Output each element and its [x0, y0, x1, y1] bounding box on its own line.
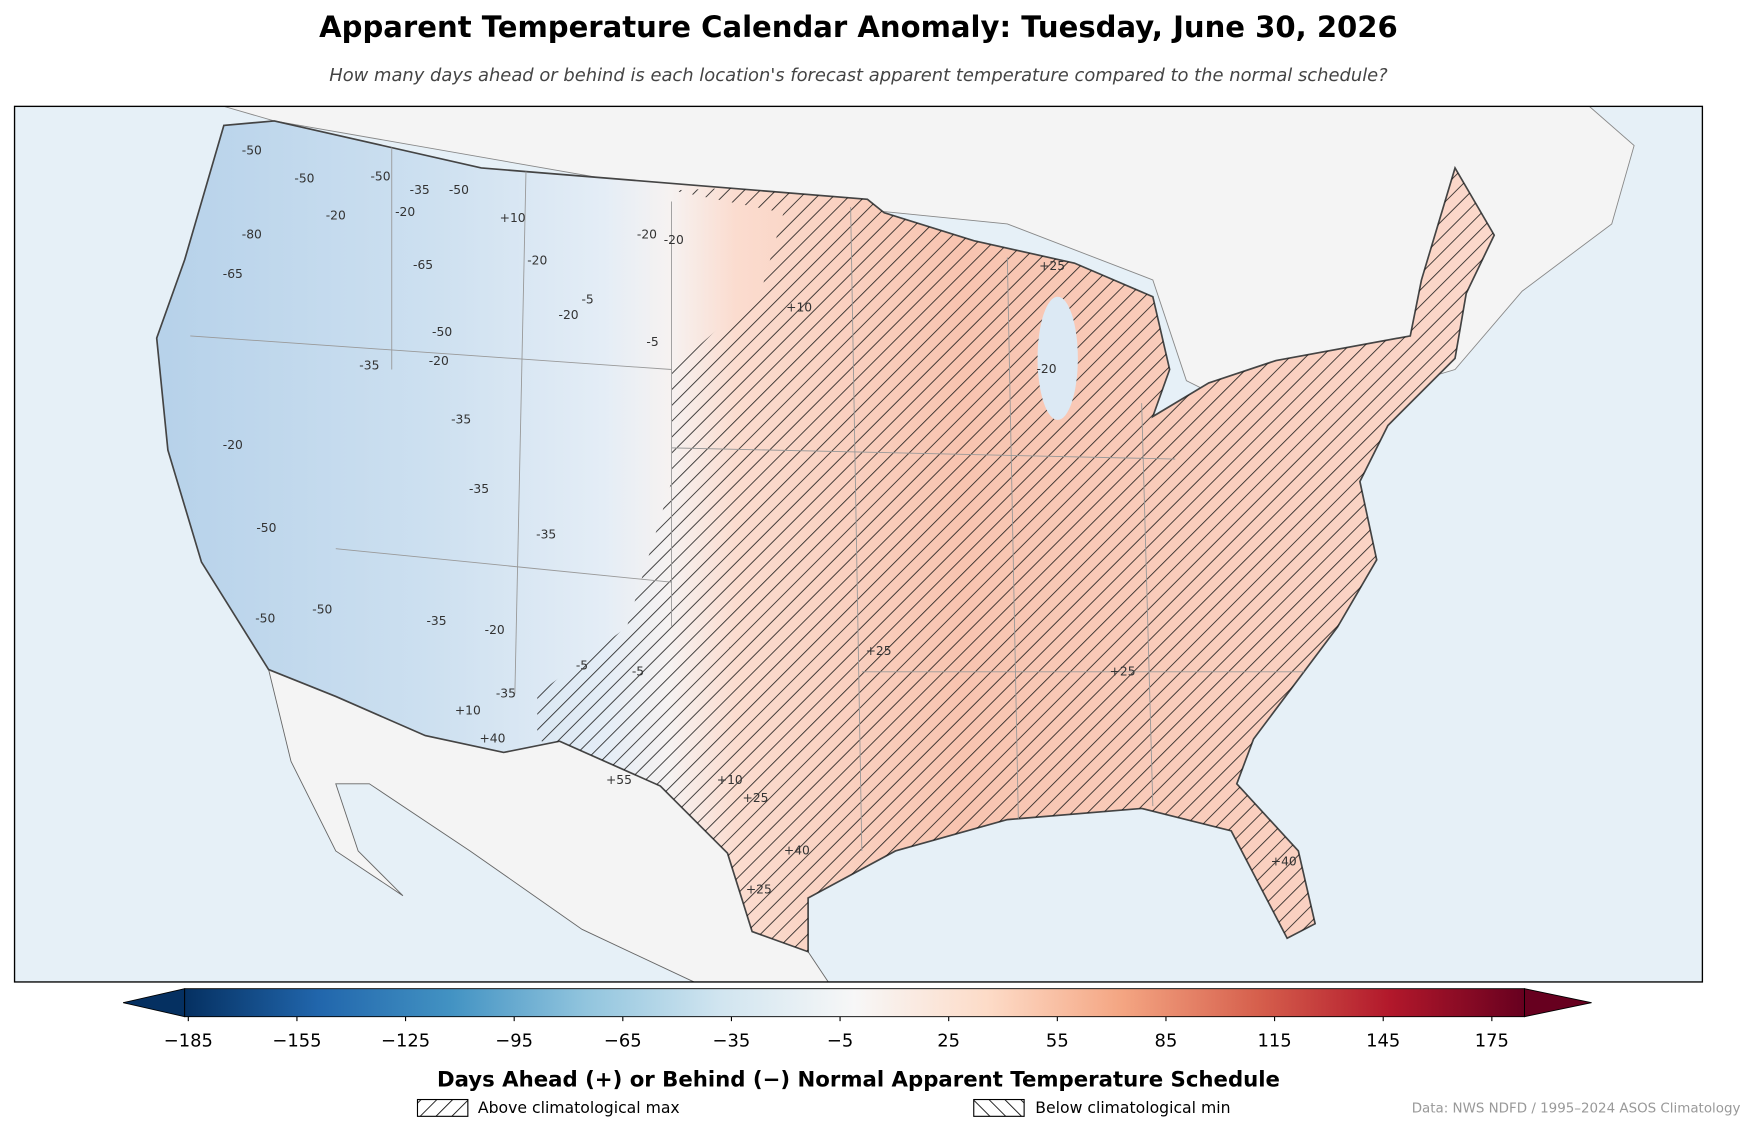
contour-label: -35 [536, 528, 556, 542]
contour-label: -50 [255, 612, 275, 626]
contour-label: +25 [1110, 664, 1136, 678]
source: Data: NWS NDFD / 1995–2024 ASOS Climatol… [1412, 1101, 1741, 1116]
title: Apparent Temperature Calendar Anomaly: T… [319, 10, 1398, 44]
contour-label: -50 [432, 325, 452, 339]
contour-label: +10 [717, 773, 743, 787]
colorbar-tick-label: −155 [272, 1030, 321, 1051]
contour-label: -20 [429, 354, 449, 368]
colorbar-tick-label: −185 [164, 1030, 213, 1051]
legend-label: Above climatological max [478, 1098, 680, 1117]
contour-label: -50 [312, 603, 332, 617]
contour-label: -5 [632, 664, 644, 678]
contour-label: -5 [646, 335, 658, 349]
contour-label: +40 [784, 843, 810, 857]
colorbar-tick-label: 25 [937, 1030, 960, 1051]
colorbar-extend-max [1523, 988, 1592, 1018]
map-frame [13, 105, 1704, 983]
contour-label: -5 [576, 659, 588, 673]
contour-label: +25 [743, 791, 769, 805]
contour-label: -50 [294, 172, 314, 186]
lake-michigan [1037, 296, 1078, 420]
colorbar-tick-label: −5 [827, 1030, 853, 1051]
colorbar-tick-label: 175 [1475, 1030, 1509, 1051]
colorbar-tick-label: −125 [381, 1030, 430, 1051]
contour-label: -20 [637, 228, 657, 242]
colorbar-tick-label: −35 [713, 1030, 751, 1051]
contour-label: -50 [256, 521, 276, 535]
legend-label: Below climatological min [1035, 1098, 1230, 1117]
contour-label: -20 [485, 623, 505, 637]
contour-label: +25 [866, 644, 892, 658]
contour-label: +55 [606, 773, 632, 787]
contour-label: -50 [449, 183, 469, 197]
map: -50 -50 -50 -35 -50 -20 -20 -80 -65 -65 -50 -20 -35 -… [14, 106, 1703, 982]
colorbar-tick-label: 85 [1155, 1030, 1178, 1051]
contour-label: -35 [451, 412, 471, 426]
contour-label: -20 [326, 209, 346, 223]
legend-swatch [416, 1098, 469, 1117]
colorbar-tick-label: −95 [495, 1030, 533, 1051]
subtitle: How many days ahead or behind is each lo… [329, 65, 1388, 86]
contour-label: -50 [242, 144, 262, 158]
colorbar-tick-label: −65 [604, 1030, 642, 1051]
legend-swatch [973, 1098, 1025, 1117]
contour-label: -20 [559, 308, 579, 322]
colorbar-extend-min [123, 988, 186, 1018]
contour-label: -35 [496, 687, 516, 701]
contour-label: -80 [242, 228, 262, 242]
contour-label: -20 [395, 205, 415, 219]
contour-label: +40 [480, 731, 506, 745]
contour-label: +10 [500, 211, 526, 225]
contour-label: -20 [1036, 362, 1056, 376]
colorbar-tick-label: 145 [1366, 1030, 1400, 1051]
contour-label: -20 [223, 438, 243, 452]
contour-label: +40 [1271, 855, 1297, 869]
contour-label: -35 [426, 614, 446, 628]
colorbar: −185 −155 −125 −95 −65 −35 −5 25 55 85 115 145 175 [123, 988, 1592, 1051]
contour-label: -35 [359, 359, 379, 373]
contour-labels: -50 -50 -50 -35 -50 -20 -20 -80 -65 -65 -50 -20 -35 -… [223, 144, 1297, 897]
contour-label: -35 [469, 482, 489, 496]
contour-label: -65 [223, 267, 243, 281]
contour-label: -20 [527, 253, 547, 267]
contour-label: +10 [455, 703, 481, 717]
colorbar-body [184, 988, 1525, 1018]
contour-label: +25 [1039, 259, 1065, 273]
contour-label: -35 [410, 183, 430, 197]
contour-label: +25 [746, 883, 772, 897]
contour-label: -50 [371, 169, 391, 183]
colorbar-label: Days Ahead (+) or Behind (−) Normal Appa… [437, 1067, 1280, 1092]
colorbar-tick-label: 115 [1257, 1030, 1291, 1051]
contour-label: -65 [413, 258, 433, 272]
colorbar-tick-label: 55 [1046, 1030, 1069, 1051]
contour-label: -20 [664, 233, 684, 247]
state-lines [190, 134, 1344, 851]
contour-label: +10 [786, 300, 812, 314]
contour-label: -5 [581, 293, 593, 307]
